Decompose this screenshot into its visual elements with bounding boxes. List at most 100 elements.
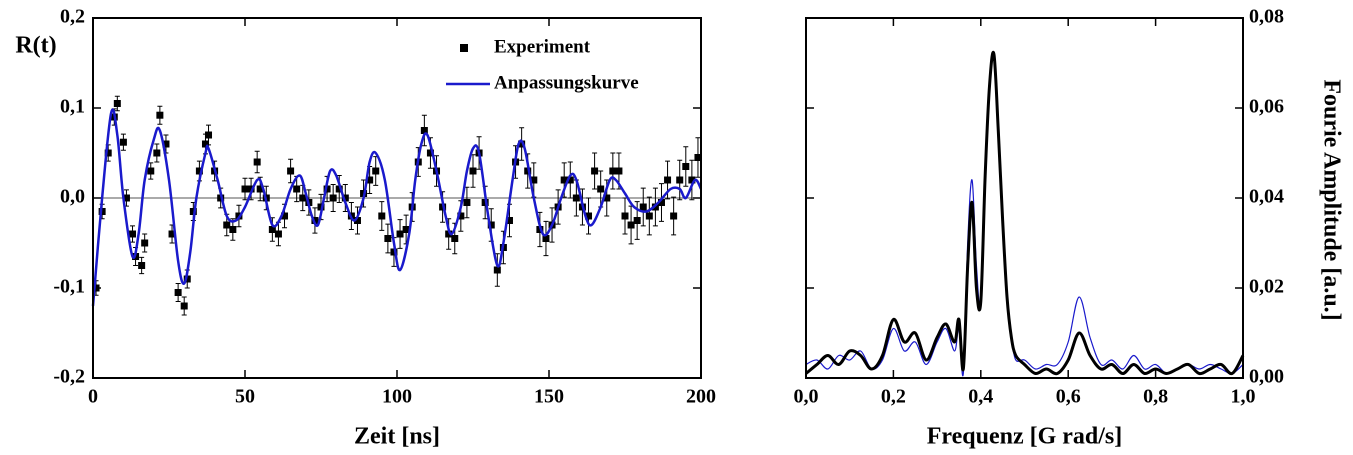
- plot-frame: [805, 17, 1244, 379]
- data-point: [390, 248, 398, 256]
- data-point: [274, 230, 282, 238]
- data-point: [518, 140, 526, 148]
- data-point: [353, 217, 361, 224]
- data-point: [92, 284, 100, 292]
- series-line: [805, 56, 1244, 377]
- data-point: [153, 149, 161, 157]
- data-point: [645, 212, 653, 220]
- data-point: [566, 176, 574, 184]
- data-point: [241, 185, 249, 193]
- y-tick-label: -0,1: [53, 276, 85, 298]
- y-tick-label: 0,08: [1249, 6, 1284, 28]
- x-tick-label: 100: [382, 386, 412, 408]
- x-tick-label: 0,8: [1143, 386, 1168, 408]
- data-point: [445, 230, 453, 238]
- data-point: [621, 212, 629, 220]
- x-tick-label: 0,2: [881, 386, 906, 408]
- x-axis-title: Frequenz [G rad/s]: [927, 424, 1123, 450]
- data-point: [268, 226, 276, 233]
- data-point: [147, 167, 155, 175]
- x-tick-label: 1,0: [1231, 386, 1256, 408]
- data-point: [329, 194, 337, 202]
- data-point: [633, 217, 641, 224]
- data-point: [372, 167, 380, 175]
- data-point: [457, 212, 465, 220]
- data-point: [505, 217, 513, 224]
- y-axis-title: Fourie Amplitude [a.u.]: [1318, 79, 1344, 320]
- y-tick-label: 0,04: [1249, 186, 1284, 208]
- data-point: [195, 167, 203, 175]
- data-point: [384, 235, 392, 242]
- y-axis-title: R(t): [15, 33, 56, 59]
- data-point: [183, 275, 191, 283]
- data-point: [366, 176, 374, 184]
- data-point: [572, 194, 580, 202]
- data-point: [341, 194, 349, 202]
- data-point: [122, 194, 130, 202]
- data-point: [426, 149, 434, 157]
- data-point: [657, 199, 665, 206]
- data-point: [180, 302, 188, 310]
- y-tick-label: 0,00: [1249, 366, 1284, 388]
- x-axis-title: Zeit [ns]: [354, 424, 440, 450]
- y-tick-label: 0,0: [60, 186, 85, 208]
- x-tick-label: 0: [88, 386, 98, 408]
- y-tick-label: 0,02: [1249, 276, 1284, 298]
- data-point: [688, 176, 696, 184]
- data-point: [156, 111, 164, 119]
- plot-frame: [92, 17, 702, 379]
- data-point: [396, 230, 404, 238]
- y-tick-label: 0,06: [1249, 96, 1284, 118]
- data-point: [253, 158, 261, 166]
- legend-label: Anpassungskurve: [494, 72, 639, 93]
- data-point: [335, 185, 343, 193]
- data-point: [168, 230, 176, 238]
- data-point: [174, 289, 182, 296]
- data-point: [530, 176, 538, 184]
- data-point: [113, 100, 121, 107]
- data-point: [591, 167, 599, 175]
- data-point: [615, 167, 623, 175]
- data-point: [293, 185, 301, 193]
- data-point: [670, 212, 678, 220]
- data-point: [524, 167, 532, 175]
- x-tick-label: 150: [534, 386, 564, 408]
- y-tick-label: 0,1: [60, 96, 85, 118]
- data-point: [469, 167, 477, 175]
- data-point: [664, 176, 672, 184]
- x-tick-label: 0,0: [794, 386, 819, 408]
- data-point: [205, 131, 213, 139]
- y-tick-label: 0,2: [60, 6, 85, 28]
- legend-marker: [460, 44, 468, 52]
- data-point: [493, 266, 501, 274]
- data-point: [162, 140, 170, 148]
- data-point: [694, 154, 702, 161]
- data-point: [287, 167, 295, 175]
- y-tick-label: -0,2: [53, 366, 85, 388]
- data-point: [141, 239, 149, 247]
- data-point: [420, 127, 428, 134]
- series-line: [805, 50, 1245, 376]
- x-tick-label: 0,6: [1056, 386, 1081, 408]
- data-point: [682, 163, 690, 170]
- data-point: [256, 185, 264, 193]
- data-point: [639, 203, 647, 211]
- x-tick-label: 50: [235, 386, 255, 408]
- data-point: [189, 208, 197, 215]
- legend-label: Experiment: [494, 36, 591, 57]
- data-point: [129, 230, 137, 238]
- data-point: [542, 235, 550, 242]
- data-point: [119, 138, 127, 146]
- data-point: [138, 262, 146, 269]
- data-point: [560, 176, 568, 184]
- data-point: [247, 185, 255, 193]
- data-point: [463, 199, 471, 206]
- data-point: [104, 149, 112, 157]
- data-point: [451, 235, 459, 242]
- data-point: [378, 212, 386, 220]
- series-line: [91, 108, 703, 307]
- data-point: [609, 167, 617, 175]
- data-point: [487, 221, 495, 229]
- data-point: [281, 212, 289, 220]
